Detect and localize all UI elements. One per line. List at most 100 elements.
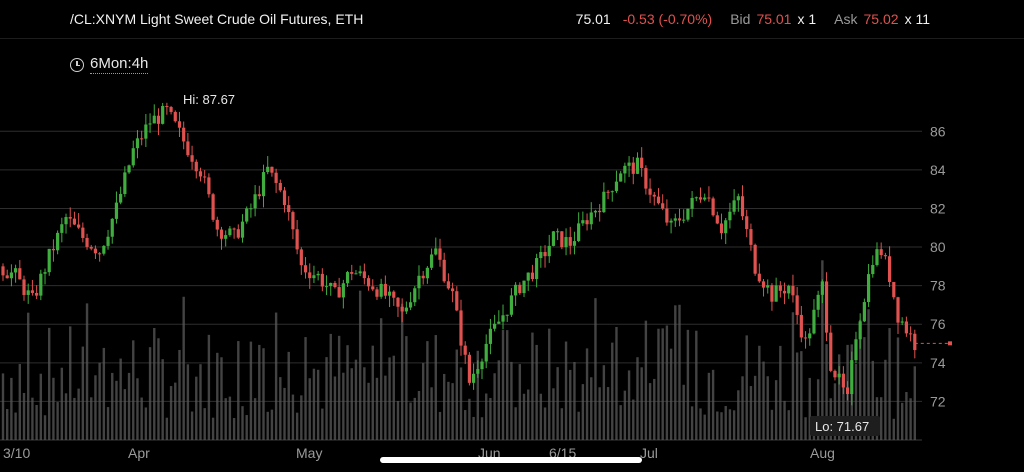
volume-bar <box>300 395 303 440</box>
volume-bar <box>295 412 299 440</box>
volume-bar <box>253 398 257 440</box>
volume-bar <box>442 373 446 440</box>
candle-body <box>648 188 652 195</box>
candle-body <box>585 220 589 225</box>
volume-bar <box>480 417 484 440</box>
candle-body <box>47 248 51 273</box>
volume-bar <box>455 349 458 440</box>
volume-bar <box>837 354 841 440</box>
volume-bar <box>665 325 669 440</box>
volume-bar <box>615 327 618 440</box>
candle-body <box>72 218 77 225</box>
ask-price[interactable]: 75.02 <box>863 11 899 27</box>
candle-body <box>215 219 219 230</box>
volume-bar <box>510 361 513 440</box>
candle-body <box>845 387 850 395</box>
bid-price[interactable]: 75.01 <box>756 11 792 27</box>
volume-bar <box>148 347 152 440</box>
candle-body <box>900 321 904 323</box>
volume-bar <box>585 348 589 440</box>
candle-body <box>127 165 131 173</box>
volume-bar <box>716 411 719 440</box>
candle-body <box>203 176 207 178</box>
volume-bar <box>800 351 803 440</box>
candle-body <box>341 283 345 298</box>
volume-bar <box>195 376 198 440</box>
candle-body <box>669 220 673 223</box>
candle-body <box>224 235 228 239</box>
volume-bar <box>606 387 610 440</box>
candle-body <box>497 321 501 324</box>
volume-bar <box>262 348 265 440</box>
candle-body <box>715 215 719 224</box>
home-indicator[interactable] <box>380 457 642 463</box>
candle-body <box>677 218 682 221</box>
candle-body <box>77 224 81 228</box>
volume-bar <box>548 328 551 440</box>
candle-body <box>862 302 866 322</box>
candle-body <box>345 272 350 284</box>
candle-body <box>463 345 467 355</box>
y-tick-label: 82 <box>930 200 946 216</box>
volume-bar <box>636 357 639 440</box>
volume-bar <box>211 417 215 440</box>
volume-bar <box>690 406 694 440</box>
volume-bar <box>560 408 564 440</box>
volume-bar <box>258 344 261 440</box>
volume-bar <box>10 377 13 440</box>
volume-bar <box>564 341 568 440</box>
candle-body <box>266 166 270 173</box>
volume-bar <box>287 351 290 440</box>
volume-bar <box>224 398 227 440</box>
price-change: -0.53 (-0.70%) <box>622 11 713 27</box>
candle-body <box>429 254 434 268</box>
volume-bar <box>35 404 38 440</box>
candle-body <box>14 268 18 273</box>
symbol-title[interactable]: /CL:XNYM Light Sweet Crude Oil Futures, … <box>70 11 364 27</box>
volume-bar <box>602 365 606 440</box>
volume-bar <box>56 402 59 440</box>
candle-body <box>782 290 787 294</box>
candle-body <box>908 333 913 335</box>
candle-body <box>89 246 93 249</box>
volume-bar <box>216 352 219 440</box>
candle-body <box>820 281 824 295</box>
hi-label: Hi: 87.67 <box>183 92 235 107</box>
candle-body <box>745 216 749 230</box>
volume-bar <box>400 303 404 440</box>
candle-body <box>337 287 341 298</box>
volume-bar <box>43 415 47 440</box>
volume-bar <box>493 373 496 440</box>
timeframe-selector[interactable]: 6Mon:4h <box>70 55 149 74</box>
volume-bar <box>417 390 421 440</box>
candle-body <box>661 203 665 209</box>
volume-bar <box>203 408 206 440</box>
candle-body <box>816 294 820 310</box>
candle-body <box>417 275 421 289</box>
candle-body <box>488 328 493 344</box>
volume-bar <box>720 412 723 440</box>
y-tick-label: 74 <box>930 355 946 371</box>
candle-body <box>249 208 253 210</box>
candle-body <box>350 272 354 274</box>
volume-bar <box>611 342 614 440</box>
volume-bar <box>476 350 480 440</box>
candle-body <box>51 248 56 251</box>
volume-bar <box>590 377 593 440</box>
volume-bar <box>573 362 576 440</box>
candle-body <box>623 165 627 174</box>
candle-body <box>114 202 119 219</box>
candle-body <box>829 332 833 371</box>
candle-body <box>694 197 698 199</box>
candle-body <box>261 172 266 197</box>
volume-bar <box>489 397 492 440</box>
volume-bar <box>325 357 328 440</box>
volume-bar <box>14 412 17 440</box>
candle-body <box>635 157 640 174</box>
x-tick-label: Apr <box>128 445 150 461</box>
volume-bar <box>833 383 837 440</box>
volume-bar <box>434 335 437 440</box>
candle-body <box>766 285 770 288</box>
volume-bar <box>64 393 68 440</box>
